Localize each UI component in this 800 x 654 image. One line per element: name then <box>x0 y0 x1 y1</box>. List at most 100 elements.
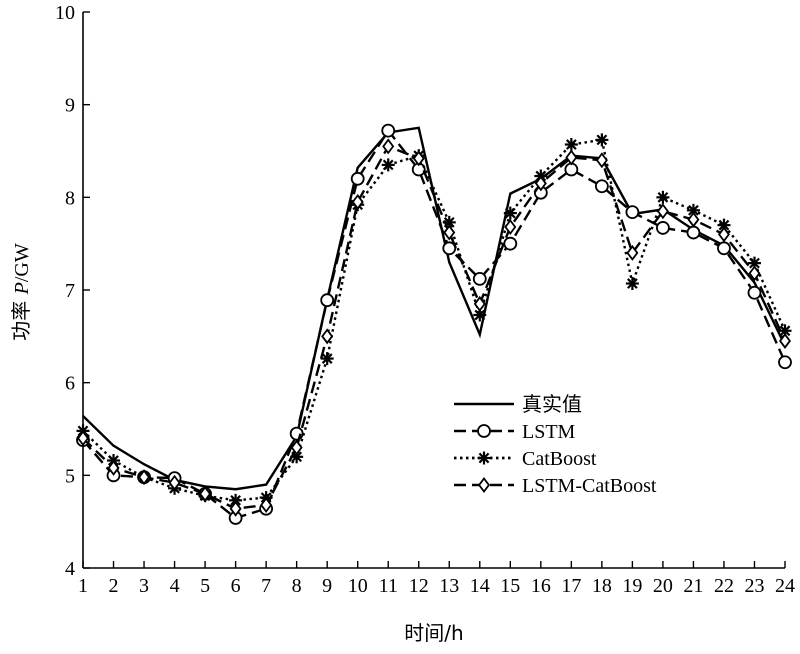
y-tick-label: 6 <box>65 373 75 395</box>
x-tick-label: 22 <box>714 575 734 597</box>
y-axis-title-suffix: /GW <box>11 243 33 282</box>
data-point <box>350 171 365 186</box>
data-point <box>412 150 425 167</box>
x-tick-label: 2 <box>109 575 119 597</box>
data-point <box>778 355 792 370</box>
x-tick-label: 24 <box>775 575 795 597</box>
x-tick-label: 23 <box>744 575 764 597</box>
y-tick-label: 9 <box>65 95 75 117</box>
data-point <box>473 295 486 312</box>
data-point <box>504 218 517 235</box>
legend-label: LSTM <box>522 421 576 443</box>
data-point <box>229 500 242 517</box>
x-tick-label: 7 <box>261 575 271 597</box>
data-point <box>260 496 273 513</box>
data-point <box>747 285 762 300</box>
legend-item: 真实值 <box>454 392 582 416</box>
series-1 <box>76 123 792 525</box>
data-point <box>290 439 303 456</box>
y-tick-label: 8 <box>65 187 75 209</box>
data-point <box>381 123 396 138</box>
data-point <box>595 152 608 169</box>
y-axis-title-var: P <box>11 282 33 295</box>
data-point <box>443 224 456 241</box>
legend-marker <box>478 477 490 493</box>
legend: 真实值 LSTM CatBoost LSTM-CatBoost <box>454 392 657 497</box>
x-tick-label: 16 <box>531 575 551 597</box>
legend-item: LSTM <box>454 421 576 443</box>
x-ticks: 1 2 3 4 5 6 7 8 9 10 11 12 13 14 15 16 17 18 19 20 21 22 23 24 <box>78 561 795 597</box>
data-point <box>779 332 791 349</box>
x-tick-label: 20 <box>653 575 673 597</box>
data-point <box>717 241 731 256</box>
data-point <box>351 193 364 210</box>
data-point <box>320 352 334 366</box>
x-tick-label: 9 <box>322 575 332 597</box>
legend-label: LSTM-CatBoost <box>522 475 657 497</box>
series-0 <box>82 126 787 491</box>
x-tick-label: 1 <box>78 575 88 597</box>
data-point <box>656 221 670 235</box>
data-point <box>625 205 640 220</box>
y-tick-label: 5 <box>65 465 75 487</box>
x-tick-label: 11 <box>379 575 398 597</box>
data-point <box>656 203 669 220</box>
data-point <box>626 244 639 261</box>
data-point <box>565 149 578 166</box>
x-tick-label: 18 <box>592 575 612 597</box>
data-point <box>748 265 761 282</box>
x-tick-label: 19 <box>622 575 642 597</box>
data-point <box>687 211 700 228</box>
y-ticks: 4 5 6 7 8 9 10 <box>55 2 90 580</box>
legend-marker <box>477 451 491 465</box>
x-tick-label: 3 <box>139 575 149 597</box>
data-point <box>625 277 639 291</box>
x-tick-label: 17 <box>561 575 581 597</box>
data-point <box>534 175 547 192</box>
data-point <box>472 271 487 286</box>
y-axis-title: 功率 P/GW <box>9 243 33 341</box>
data-point <box>199 485 212 502</box>
x-tick-label: 10 <box>348 575 368 597</box>
x-tick-label: 14 <box>470 575 490 597</box>
data-point <box>595 133 609 147</box>
data-point <box>320 293 335 308</box>
y-tick-label: 7 <box>65 280 75 302</box>
data-point <box>717 226 730 243</box>
data-point <box>77 430 89 447</box>
series-line <box>82 138 787 502</box>
series-line <box>82 144 787 510</box>
legend-label: CatBoost <box>522 448 597 470</box>
data-point <box>107 459 120 476</box>
data-point <box>503 206 517 220</box>
x-tick-label: 13 <box>439 575 459 597</box>
series-group <box>76 123 792 525</box>
axes <box>82 12 785 569</box>
data-point <box>656 190 670 204</box>
legend-label: 真实值 <box>522 392 582 416</box>
data-point <box>594 179 609 194</box>
data-point <box>564 138 578 152</box>
y-tick-label: 10 <box>55 2 75 24</box>
data-point <box>686 225 701 240</box>
x-tick-label: 5 <box>200 575 210 597</box>
x-tick-label: 6 <box>231 575 241 597</box>
x-axis-title: 时间/h <box>404 621 463 645</box>
y-axis-title-prefix: 功率 <box>9 294 33 340</box>
data-point <box>289 426 304 441</box>
legend-item: CatBoost <box>454 448 597 470</box>
data-point <box>686 203 700 217</box>
data-point <box>503 236 518 251</box>
x-tick-label: 4 <box>170 575 180 597</box>
series-2 <box>76 133 792 507</box>
data-point <box>381 158 395 172</box>
x-tick-label: 8 <box>292 575 302 597</box>
data-point <box>168 474 181 491</box>
y-tick-label: 4 <box>65 558 75 580</box>
data-point <box>321 328 334 345</box>
data-point <box>442 241 457 256</box>
legend-item: LSTM-CatBoost <box>454 475 657 497</box>
legend-marker <box>477 424 491 438</box>
x-tick-label: 15 <box>500 575 520 597</box>
